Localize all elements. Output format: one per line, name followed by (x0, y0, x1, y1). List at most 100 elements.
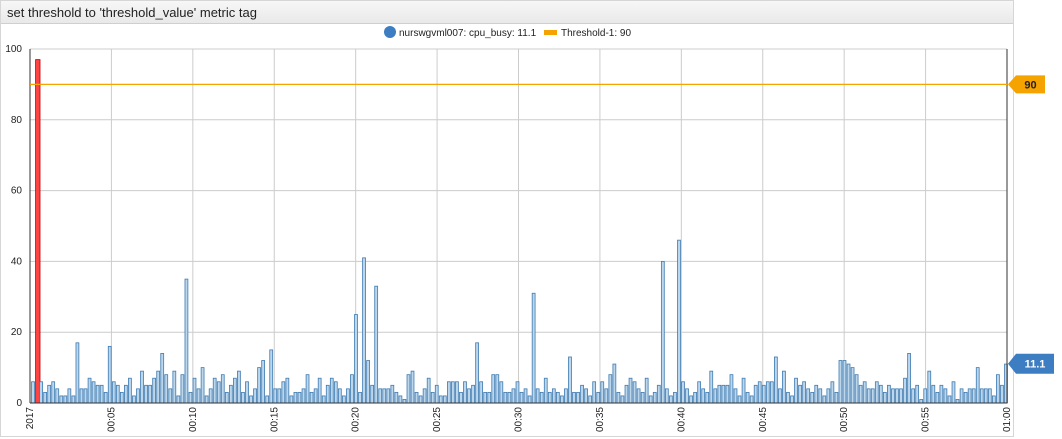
data-bar[interactable] (430, 391, 435, 404)
data-bar[interactable] (87, 377, 92, 404)
data-bar[interactable] (515, 381, 520, 404)
data-bar[interactable] (560, 395, 564, 404)
data-bar[interactable] (398, 395, 403, 404)
data-bar[interactable] (200, 367, 205, 404)
data-bar[interactable] (115, 384, 120, 404)
data-bar[interactable] (628, 377, 633, 404)
data-bar[interactable] (568, 356, 572, 404)
data-bar[interactable] (971, 388, 976, 404)
data-bar[interactable] (71, 395, 76, 404)
data-bar[interactable] (241, 391, 245, 404)
data-bar[interactable] (919, 399, 924, 404)
data-bar[interactable] (333, 381, 338, 404)
data-bar[interactable] (374, 285, 379, 404)
data-bar[interactable] (220, 374, 225, 404)
data-bar[interactable] (212, 377, 217, 404)
data-bar[interactable] (148, 384, 152, 404)
data-bar[interactable] (673, 391, 677, 404)
data-bar[interactable] (1000, 384, 1004, 404)
data-bar[interactable] (975, 367, 980, 404)
data-bar[interactable] (753, 384, 758, 404)
data-bar[interactable] (903, 377, 907, 404)
data-bar[interactable] (963, 391, 968, 404)
data-bar[interactable] (572, 391, 576, 404)
data-bar[interactable] (705, 391, 710, 404)
data-bar[interactable] (342, 395, 346, 404)
data-bar[interactable] (600, 381, 605, 404)
data-bar[interactable] (636, 388, 641, 404)
data-bar[interactable] (588, 395, 593, 404)
legend-series-marker[interactable] (384, 26, 396, 38)
data-bar[interactable] (697, 381, 702, 404)
data-bar[interactable] (689, 395, 693, 404)
data-bar[interactable] (701, 388, 706, 404)
data-bar[interactable] (390, 384, 395, 404)
data-bar[interactable] (830, 381, 835, 404)
data-bar[interactable] (810, 391, 815, 404)
data-bar[interactable] (471, 384, 475, 404)
data-bar[interactable] (136, 388, 140, 404)
data-bar[interactable] (128, 377, 132, 404)
data-bar[interactable] (325, 384, 330, 404)
data-bar[interactable] (939, 384, 944, 404)
data-bar[interactable] (899, 388, 903, 404)
data-bar[interactable] (337, 388, 342, 404)
data-bar[interactable] (677, 239, 681, 404)
data-bar[interactable] (951, 381, 956, 404)
data-bar[interactable] (826, 388, 831, 404)
data-bar[interactable] (741, 377, 746, 404)
data-bar[interactable] (592, 381, 597, 404)
data-bar[interactable] (378, 388, 383, 404)
data-bar[interactable] (362, 257, 366, 404)
data-bar[interactable] (95, 384, 100, 404)
data-bar[interactable] (596, 391, 601, 404)
data-bar[interactable] (992, 395, 996, 404)
data-bar[interactable] (782, 370, 786, 404)
data-bar[interactable] (366, 360, 370, 404)
data-bar[interactable] (184, 278, 189, 404)
data-bar[interactable] (168, 388, 173, 404)
data-bar[interactable] (519, 391, 524, 404)
data-bar[interactable] (503, 391, 508, 404)
data-bar[interactable] (959, 388, 964, 404)
data-bar[interactable] (632, 381, 637, 404)
data-bar[interactable] (576, 391, 580, 404)
data-bar[interactable] (765, 381, 770, 404)
data-bar[interactable] (459, 391, 463, 404)
data-bar[interactable] (55, 388, 60, 404)
data-bar[interactable] (757, 381, 762, 404)
data-bar[interactable] (729, 374, 734, 404)
data-bar[interactable] (386, 388, 391, 404)
data-bar[interactable] (850, 367, 855, 404)
legend-threshold-marker[interactable] (544, 30, 557, 35)
data-bar[interactable] (551, 388, 556, 404)
data-bar[interactable] (543, 377, 548, 404)
data-bar[interactable] (426, 377, 431, 404)
data-bar[interactable] (285, 377, 290, 404)
data-bar[interactable] (249, 395, 253, 404)
data-bar[interactable] (564, 388, 568, 404)
data-bar[interactable] (862, 381, 867, 404)
data-bar[interactable] (749, 395, 754, 404)
legend-threshold-label[interactable]: Threshold-1: 90 (561, 28, 631, 39)
data-bar[interactable] (983, 388, 988, 404)
data-bar[interactable] (107, 345, 112, 404)
data-bar[interactable] (778, 388, 782, 404)
data-bar[interactable] (790, 395, 794, 404)
data-bar[interactable] (769, 381, 774, 404)
data-bar[interactable] (237, 370, 241, 404)
data-bar[interactable] (624, 384, 629, 404)
data-bar[interactable] (39, 381, 43, 404)
data-bar[interactable] (99, 384, 104, 404)
data-bar[interactable] (451, 381, 455, 404)
data-bar[interactable] (866, 388, 871, 404)
data-bar[interactable] (580, 384, 584, 404)
data-bar[interactable] (846, 363, 851, 404)
data-bar[interactable] (406, 374, 411, 404)
data-bar[interactable] (511, 388, 516, 404)
legend[interactable]: nurswgvml007: cpu_busy: 11.1 Threshold-1… (384, 26, 631, 39)
data-bar[interactable] (208, 388, 213, 404)
data-bar[interactable] (67, 388, 72, 404)
data-bar[interactable] (644, 377, 649, 404)
data-bar[interactable] (878, 384, 883, 404)
